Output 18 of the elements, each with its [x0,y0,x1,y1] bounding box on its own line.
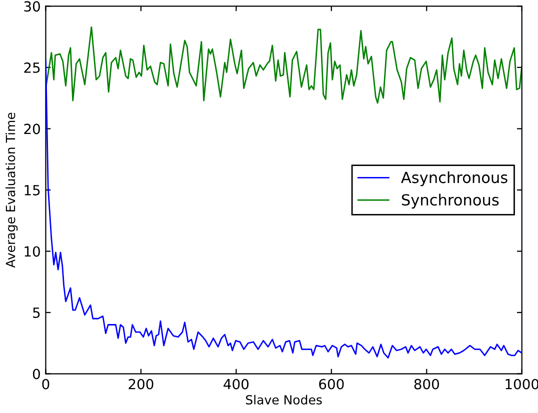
y-tick-label: 30 [24,1,40,12]
y-tick-label: 25 [24,62,40,73]
y-axis-title: Average Evaluation Time [6,112,18,268]
line-series [46,59,522,359]
x-tick-label: 0 [42,378,50,390]
x-tick-label: 800 [414,378,439,390]
x-tick-label: 600 [319,378,344,390]
x-tick-label: 400 [224,378,249,390]
legend-label: Synchronous [402,194,499,209]
y-tick-label: 0 [32,368,40,380]
y-tick-label: 20 [24,124,40,134]
y-tick-label: 15 [24,185,40,196]
x-tick-label: 200 [128,378,154,390]
x-axis-title: Slave Nodes [246,394,322,405]
line-series [46,26,522,104]
legend-label: Asynchronous [401,171,508,186]
y-tick-label: 5 [33,308,40,318]
y-tick-label: 10 [24,246,40,257]
